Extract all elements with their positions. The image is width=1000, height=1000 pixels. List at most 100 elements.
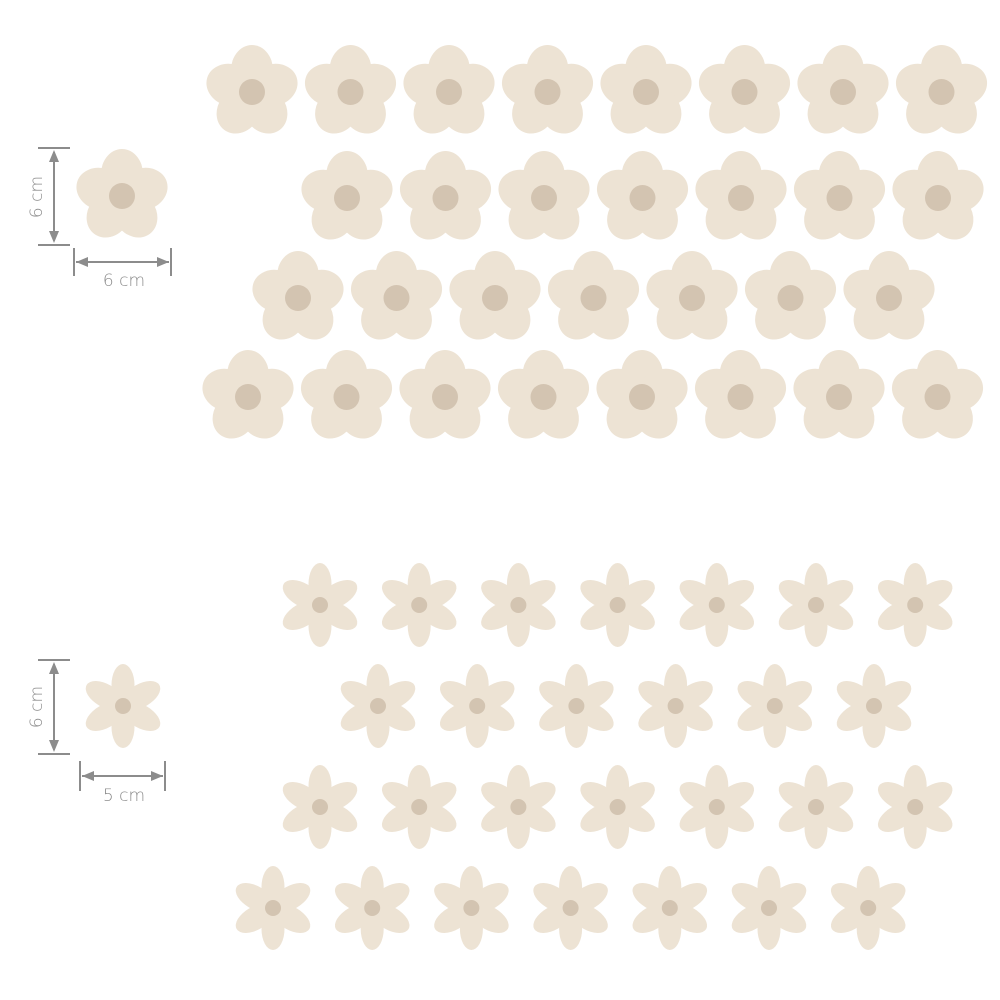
small-flower-decal — [836, 664, 912, 748]
flower-center — [411, 799, 428, 815]
large-flower-decal — [202, 350, 294, 439]
flower-center — [761, 900, 777, 916]
flower-center — [667, 698, 684, 714]
flower-center — [708, 799, 725, 815]
large-flower-decal — [891, 350, 984, 439]
flower-center — [312, 799, 328, 815]
small-flower-decal — [778, 765, 854, 849]
small-flower-decal — [381, 765, 457, 849]
small-flower-decal — [679, 563, 755, 647]
flower-center — [766, 698, 783, 714]
large-flower-sample — [76, 149, 168, 238]
petal — [679, 782, 718, 811]
petal — [235, 883, 274, 912]
large-flower-decal — [399, 151, 492, 240]
flower-center — [629, 185, 656, 211]
small-flower-decal — [737, 664, 813, 748]
flower-center — [436, 79, 462, 105]
small-flower-decal — [235, 866, 311, 950]
flower-center — [109, 183, 135, 209]
petal — [731, 883, 770, 912]
large-flower-decal — [744, 251, 837, 340]
small-flower-decal — [877, 563, 953, 647]
flower-center — [333, 384, 360, 410]
flower-center — [907, 799, 924, 815]
small-flower-decal — [638, 664, 713, 748]
small-height-label: 6 cm — [27, 686, 47, 728]
small-flower-decal — [481, 765, 556, 849]
petal — [334, 883, 374, 912]
flower-center — [679, 285, 705, 311]
petal — [580, 580, 619, 609]
flower-center — [265, 900, 281, 916]
petal — [282, 782, 321, 811]
large-flower-decal — [399, 350, 491, 439]
large-flower-decal — [403, 45, 495, 134]
flower-center — [629, 384, 655, 410]
small-flower-decal — [830, 866, 906, 950]
large-dimension-guide — [38, 147, 172, 276]
petal — [340, 681, 379, 710]
flower-center — [530, 384, 557, 410]
small-flower-decal — [340, 664, 416, 748]
flower-center — [866, 698, 882, 714]
flower-center — [661, 900, 678, 916]
large-flower-decal — [797, 45, 889, 134]
small-flower-decal — [334, 866, 410, 950]
petal — [877, 580, 917, 609]
small-flower-decal — [282, 563, 358, 647]
flower-center — [411, 597, 428, 613]
flower-center — [531, 185, 557, 211]
small-width-label: 5 cm — [103, 786, 145, 806]
petal — [737, 681, 776, 710]
large-flower-decal — [793, 350, 885, 439]
flower-center — [510, 799, 527, 815]
flower-center — [370, 698, 386, 714]
flower-center — [860, 900, 877, 916]
flower-center — [727, 384, 754, 410]
large-flower-decal — [694, 350, 787, 439]
flower-center — [633, 79, 659, 105]
petal — [481, 580, 520, 609]
flower-center — [562, 900, 579, 916]
small-flower-decal — [481, 563, 556, 647]
large-flower-decal — [304, 45, 397, 134]
small-dimension-guide — [38, 659, 166, 791]
flower-center — [235, 384, 261, 410]
flower-center — [928, 79, 955, 105]
flower-center — [510, 597, 527, 613]
small-flower-decal — [632, 866, 708, 950]
flower-center — [364, 900, 381, 916]
petal — [381, 580, 421, 609]
flower-center — [239, 79, 265, 105]
flower-center — [432, 185, 459, 211]
large-flower-decal — [695, 151, 787, 240]
flower-center — [334, 185, 360, 211]
large-flower-decal — [252, 251, 344, 340]
petal — [580, 782, 619, 811]
large-flower-decal — [698, 45, 791, 134]
flower-center — [731, 79, 758, 105]
flower-center — [115, 698, 131, 714]
small-flower-decal — [778, 563, 854, 647]
large-flower-decal — [497, 350, 590, 439]
large-flower-decal — [547, 251, 640, 340]
petal — [381, 782, 421, 811]
large-flower-decal — [206, 45, 298, 134]
large-flower-decal — [498, 151, 590, 240]
large-flower-decal — [793, 151, 886, 240]
petal — [778, 580, 817, 609]
flower-center — [924, 384, 951, 410]
large-flower-decal — [300, 350, 393, 439]
large-flower-decal — [892, 151, 984, 240]
large-flower-decal — [646, 251, 738, 340]
flower-center — [777, 285, 804, 311]
small-flower-decal — [877, 765, 953, 849]
petal — [85, 681, 124, 710]
flower-center — [463, 900, 480, 916]
petal — [778, 782, 817, 811]
large-flower-decal — [843, 251, 935, 340]
small-flower-decal — [381, 563, 457, 647]
flower-center — [285, 285, 311, 311]
